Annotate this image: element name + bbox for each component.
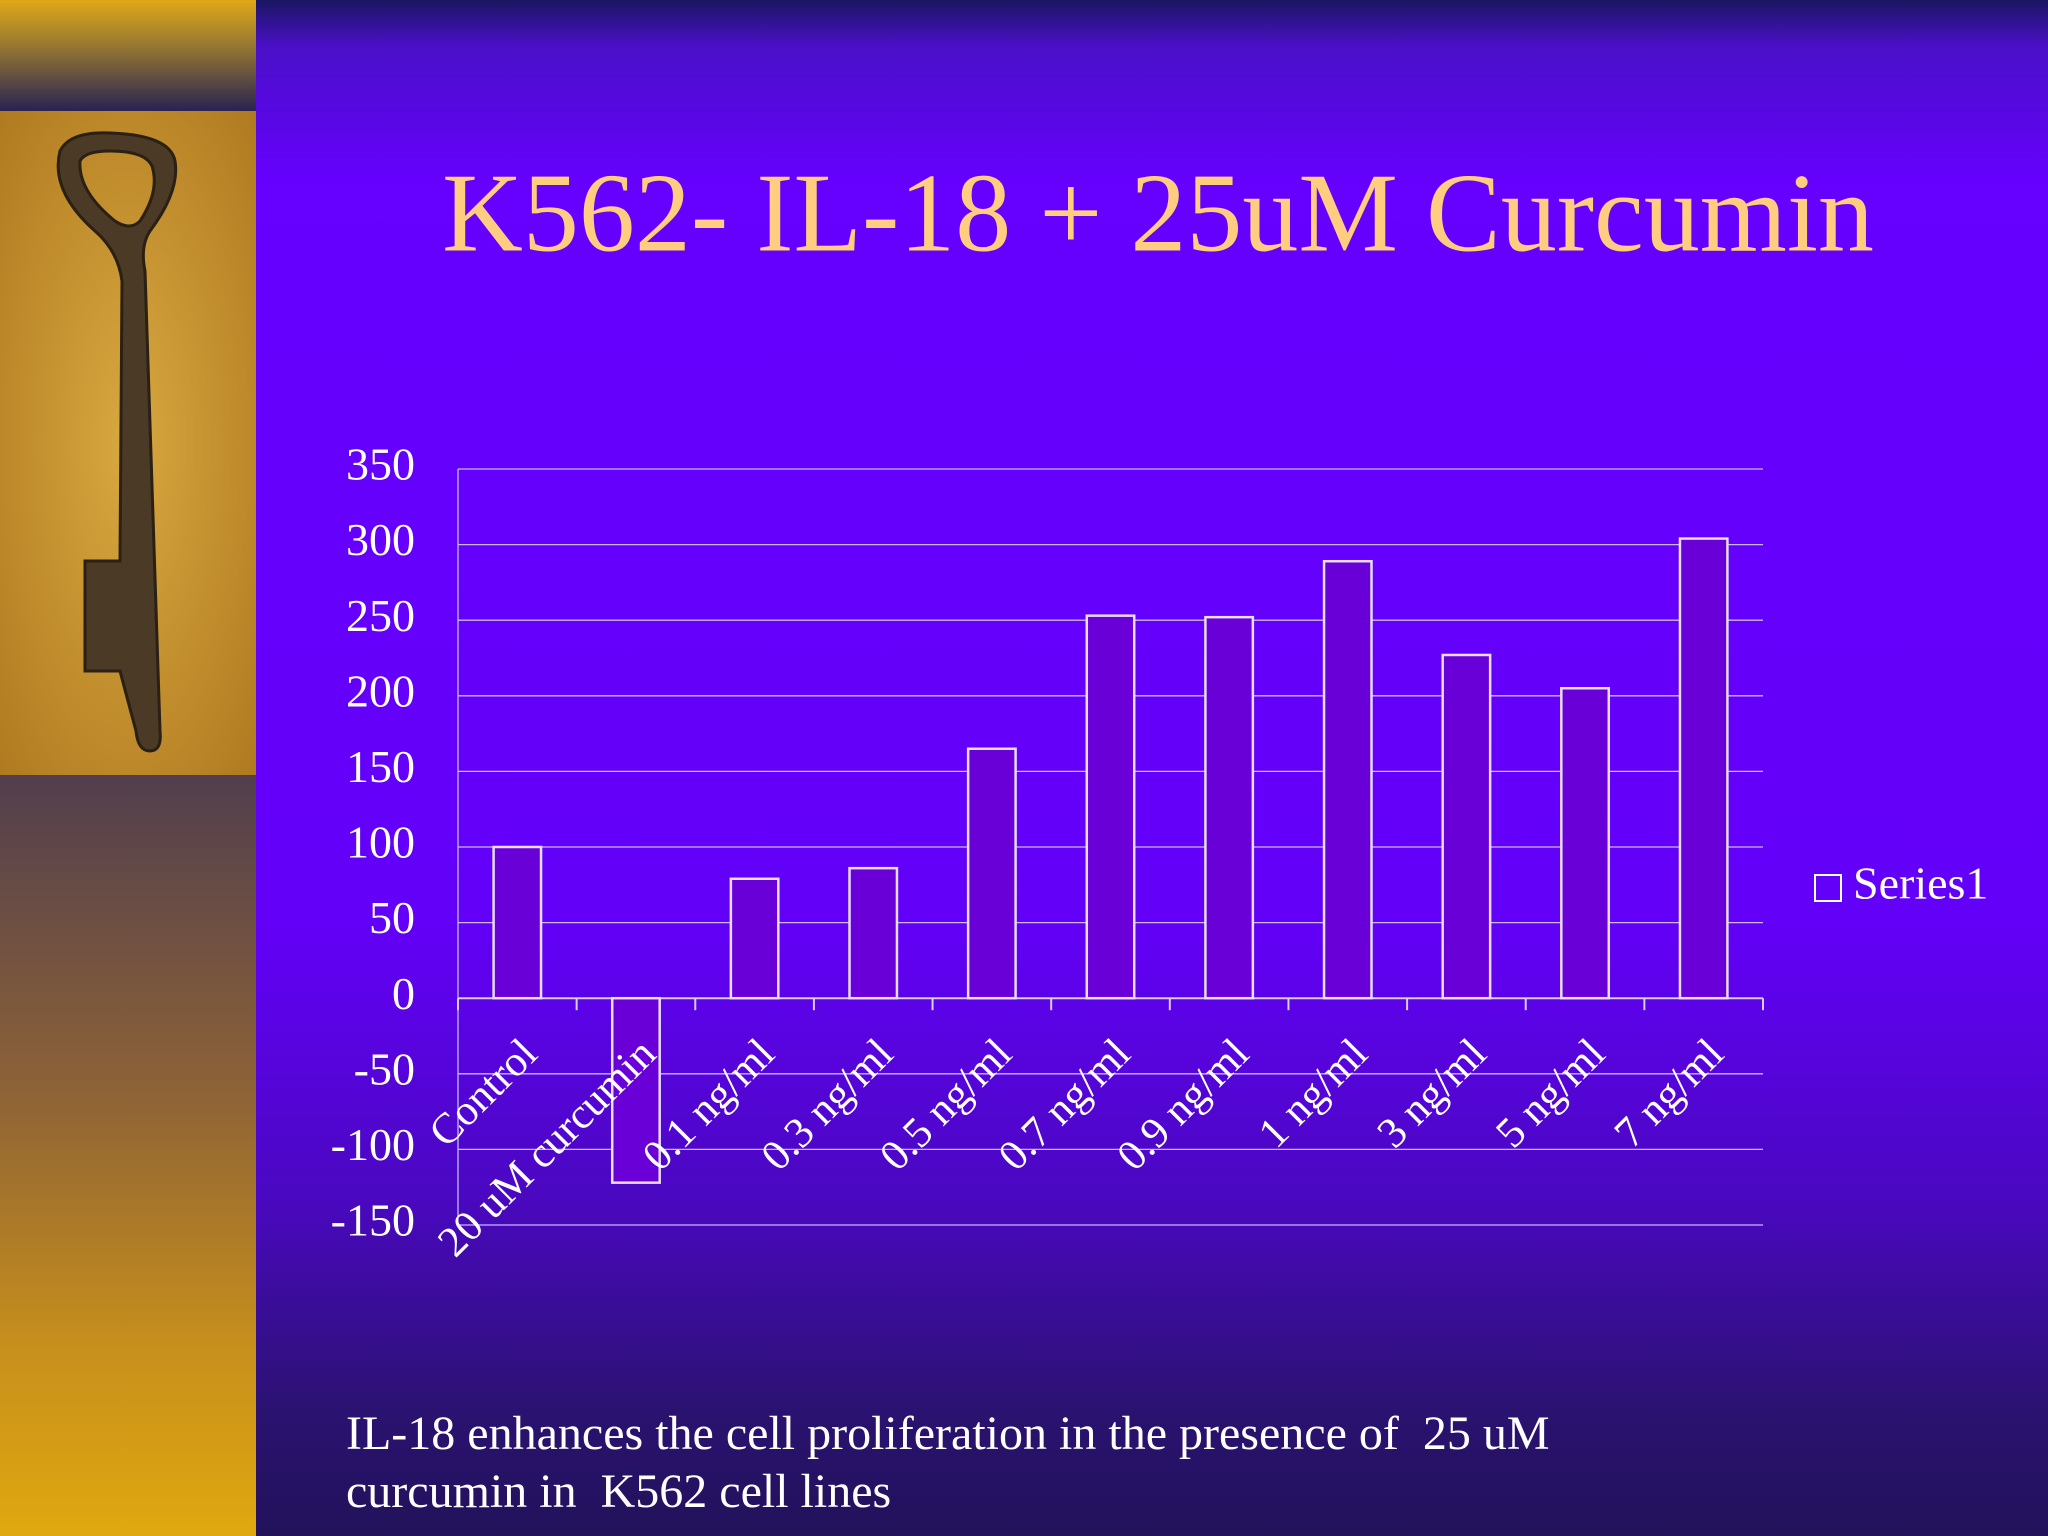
x-tick-label: 0.9 ng/ml — [1108, 1030, 1258, 1180]
y-tick-label: 350 — [346, 439, 415, 490]
bar — [1322, 559, 1373, 1000]
y-tick-label: -100 — [331, 1119, 415, 1170]
y-tick-label: 50 — [369, 892, 415, 943]
key-picture — [0, 111, 256, 775]
x-tick-label: 1 ng/ml — [1250, 1030, 1377, 1157]
chart-title: K562- IL-18 + 25uM Curcumin — [442, 152, 1874, 276]
y-tick-label: -150 — [331, 1195, 415, 1246]
y-tick-label: -50 — [354, 1043, 415, 1094]
y-tick-label: 250 — [346, 590, 415, 641]
bar — [729, 877, 780, 1000]
x-tick-label: 0.3 ng/ml — [753, 1030, 903, 1180]
bar — [1678, 537, 1729, 1000]
bar — [492, 845, 543, 1000]
bar — [966, 747, 1017, 1000]
bar — [1204, 615, 1255, 1000]
y-tick-label: 0 — [392, 968, 415, 1019]
caption-line: curcumin in K562 cell lines — [346, 1465, 892, 1518]
x-tick-label: 5 ng/ml — [1487, 1030, 1614, 1157]
x-tick-label: 3 ng/ml — [1368, 1030, 1495, 1157]
x-tick-label: 0.5 ng/ml — [871, 1030, 1021, 1180]
caption-line: IL-18 enhances the cell proliferation in… — [346, 1407, 1550, 1460]
y-tick-label: 100 — [346, 817, 415, 868]
bar — [610, 996, 661, 1184]
y-tick-label: 300 — [346, 514, 415, 565]
legend-label: Series1 — [1853, 858, 1988, 909]
bar — [1560, 686, 1611, 1000]
bar — [1085, 614, 1136, 1000]
legend-swatch — [1814, 874, 1842, 902]
side-strip-top — [0, 0, 256, 110]
x-tick-label: 7 ng/ml — [1606, 1030, 1733, 1157]
y-tick-label: 200 — [346, 665, 415, 716]
bar — [1441, 653, 1492, 1000]
y-tick-label: 150 — [346, 741, 415, 792]
x-tick-label: 0.7 ng/ml — [990, 1030, 1140, 1180]
bar — [848, 866, 899, 1000]
